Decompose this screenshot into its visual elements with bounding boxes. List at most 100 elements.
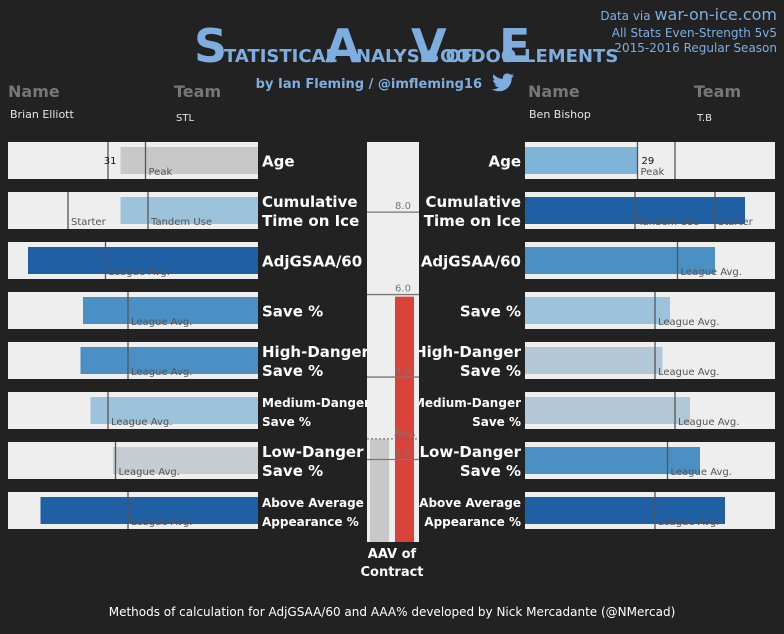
metric-row: Peak Peak 31 29 Age Age [8,142,775,179]
right-player-header: Name Team Ben Bishop T.B [528,82,741,124]
right-bar [525,297,670,324]
aav-tick-label: 6.0 [395,284,411,295]
right-metric-label: Age [488,153,521,171]
right-metric-label: Above Average [419,496,521,510]
source-line-2: All Stats Even-Strength 5v5 [612,26,777,40]
left-reference-label: League Avg. [131,517,192,528]
twitter-bird-icon [492,73,514,92]
title: S TATISTICAL A NALYSIS OF V OODOO E LEME… [194,19,618,73]
metric-rows: Peak Peak 31 29 Age Age Starter Starter Tandem U… [8,142,775,529]
source-site: war-on-ice.com [654,5,777,24]
aav-label-line-2: Contract [360,565,423,580]
metric-row: League Avg. League Avg. High-Danger High-Da… [8,342,775,380]
right-player-team: T.B [696,113,712,124]
left-bar [120,147,258,174]
metric-row: League Avg. League Avg. Low-Danger Low-Dang… [8,442,775,480]
left-reference-label: League Avg. [131,317,192,328]
left-reference-label: League Avg. [111,417,172,428]
left-reference-label: League Avg. [131,367,192,378]
left-metric-label: Appearance % [262,515,359,529]
left-metric-label: High-Danger [262,343,369,361]
left-bar [120,197,258,224]
right-value-label: 29 [642,156,655,167]
left-name-label: Name [8,82,60,101]
right-metric-label: High-Danger [414,343,521,361]
right-team-label: Team [694,82,741,101]
aav-tick-label: 2.0 [395,449,411,460]
right-bar [525,247,715,274]
right-reference-label: League Avg. [678,417,739,428]
left-metric-label: Low-Danger [262,443,364,461]
source-line-1: Data via war-on-ice.com [600,5,777,24]
title-letter-e: E [499,19,530,73]
metric-row: League Avg. League Avg. Above Average Above… [8,492,775,529]
aav-left-bar [370,438,389,542]
right-metric-label: Save % [460,303,521,321]
aav-tick-label: 8.0 [395,201,411,212]
left-bar [80,347,258,374]
right-metric-label: Save % [460,362,521,380]
left-value-label: 31 [104,156,117,167]
left-bar [40,497,258,524]
right-metric-label: Medium-Danger [413,396,521,410]
left-metric-label: Age [262,153,295,171]
left-metric-label: Save % [262,415,311,429]
right-bar [525,347,663,374]
left-metric-label: Time on Ice [262,212,359,230]
right-reference-label: League Avg. [658,367,719,378]
title-word-voodoo: OODOO [440,46,516,67]
right-name-label: Name [528,82,580,101]
aav-chart: Avg. 8.0 6.0 4.0 2.0 [367,142,419,542]
right-metric-label: Save % [460,462,521,480]
left-bar [113,447,258,474]
left-reference-label: Peak [149,167,173,178]
right-metric-label: AdjGSAA/60 [421,253,521,271]
metric-row: League Avg. League Avg. AdjGSAA/60 AdjGSAA/… [8,242,775,279]
title-word-statistical: TATISTICAL [224,46,337,67]
right-bar [525,147,638,174]
left-reference-label: Starter [71,217,107,228]
right-bar [525,397,690,424]
left-metric-label: Save % [262,303,323,321]
byline: by Ian Fleming / @imfleming16 [256,77,482,92]
title-word-analysis-of: NALYSIS OF [356,46,473,67]
right-bar [525,497,725,524]
right-metric-label: Cumulative [425,193,521,211]
right-metric-label: Appearance % [424,515,521,529]
left-metric-label: Save % [262,362,323,380]
right-reference-label: Tandem Use [637,217,699,228]
right-reference-label: League Avg. [671,467,732,478]
left-team-label: Team [174,82,221,101]
left-metric-label: Medium-Danger [262,396,370,410]
right-player-name: Ben Bishop [529,108,591,121]
aav-label-line-1: AAV of [368,547,417,562]
right-metric-label: Save % [472,415,521,429]
right-reference-label: Starter [718,217,754,228]
aav-tick-label: 4.0 [395,366,411,377]
left-reference-label: Tandem Use [150,217,212,228]
left-player-header: Name Team Brian Elliott STL [8,82,221,124]
aav-right-bar [395,296,414,542]
left-metric-label: Above Average [262,496,364,510]
left-reference-label: League Avg. [109,267,170,278]
source-line-3: 2015-2016 Regular Season [614,41,777,55]
left-metric-label: Cumulative [262,193,358,211]
title-letter-v: V [411,19,447,73]
left-bar [90,397,258,424]
right-reference-label: Peak [641,167,665,178]
source-info: Data via war-on-ice.com All Stats Even-S… [600,5,777,55]
metric-row: Starter Starter Tandem Use Tandem Use Cumula… [8,192,775,230]
metric-row: League Avg. League Avg. Save % Save % [8,292,775,329]
title-letter-a: A [325,19,361,73]
left-player-team: STL [176,113,194,124]
left-bar [28,247,258,274]
right-bar [525,447,700,474]
left-player-name: Brian Elliott [10,108,74,121]
footer-note: Methods of calculation for AdjGSAA/60 an… [109,605,676,619]
right-metric-label: Time on Ice [424,212,521,230]
metric-row: League Avg. League Avg. Medium-Danger Mediu… [8,392,775,429]
right-reference-label: League Avg. [658,317,719,328]
left-metric-label: AdjGSAA/60 [262,253,362,271]
title-letter-s: S [194,19,227,73]
